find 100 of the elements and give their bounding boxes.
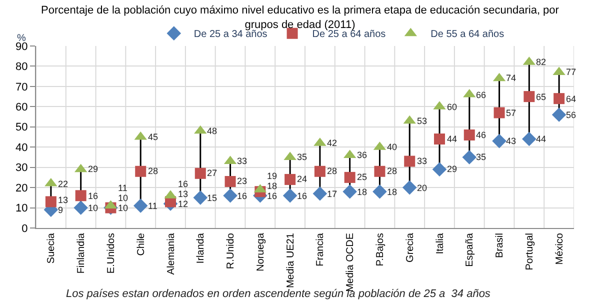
data-label: 9 — [58, 205, 64, 215]
point — [282, 188, 298, 203]
point — [342, 184, 357, 199]
data-label: 11 — [148, 201, 158, 211]
x-tick-label: España — [464, 232, 476, 267]
y-tick-label: 90 — [16, 40, 28, 53]
point — [554, 93, 565, 104]
point — [74, 200, 88, 215]
data-label: 64 — [566, 94, 576, 104]
data-label: 29 — [88, 164, 98, 174]
x-tick-label: Alemania — [166, 232, 177, 275]
x-tick-label: E.Unidos — [106, 233, 117, 274]
y-tick-label: 20 — [16, 182, 28, 194]
x-tick-label: Italia — [434, 232, 446, 254]
point — [193, 190, 208, 205]
point — [522, 132, 536, 146]
point — [194, 168, 206, 179]
y-tick-label: 30 — [16, 162, 28, 174]
data-label: 15 — [207, 193, 218, 203]
chart-title: Porcentaje de la población cuyo máximo nivel educativo es la primera etapa de educación secundaria, por grupos de edad (2011) — [41, 4, 560, 31]
data-label: 18 — [387, 187, 398, 197]
data-label: 16 — [267, 191, 278, 201]
data-label: 44 — [536, 134, 546, 144]
point — [402, 180, 417, 195]
data-label: 33 — [417, 156, 428, 166]
data-label: 16 — [297, 191, 308, 201]
data-label: 60 — [447, 102, 458, 112]
point — [223, 188, 238, 203]
data-label: 28 — [327, 166, 338, 176]
x-tick-label: Francia — [315, 232, 326, 266]
data-label: 57 — [506, 108, 516, 118]
y-tick-label: 0 — [22, 222, 28, 235]
y-tick-label: 40 — [16, 142, 28, 154]
y-tick-label: 80 — [16, 61, 28, 74]
data-label: 66 — [476, 90, 486, 100]
legend-label: De 25 a 64 años — [312, 29, 386, 40]
data-label: 36 — [357, 150, 368, 160]
point — [372, 184, 387, 199]
data-label: 13 — [178, 189, 188, 199]
x-tick-label: Finlandia — [76, 232, 88, 274]
x-tick-label: Media OCDE — [345, 232, 356, 292]
x-tick-label: R.Unido — [226, 232, 237, 270]
point — [462, 150, 477, 164]
data-label: 35 — [297, 152, 308, 162]
data-label: 10 — [118, 203, 128, 213]
point — [524, 91, 535, 102]
point — [75, 190, 86, 202]
x-tick-label: Irlanda — [196, 232, 207, 264]
legend-label: De 25 a 34 años — [194, 29, 268, 40]
data-label: 44 — [447, 134, 458, 144]
point — [284, 174, 296, 185]
data-label: 18 — [357, 187, 368, 197]
data-label: 28 — [387, 166, 398, 176]
data-label: 19 — [267, 171, 278, 181]
x-tick-label: Grecia — [404, 232, 416, 262]
point — [45, 196, 56, 208]
y-tick-label: 50 — [16, 122, 28, 134]
data-label: 13 — [58, 195, 68, 205]
data-label: 46 — [476, 130, 486, 140]
point — [135, 166, 146, 177]
data-label: 65 — [536, 92, 546, 102]
point — [312, 186, 328, 201]
data-label: 20 — [417, 183, 428, 193]
point — [494, 107, 505, 118]
x-tick-label: Suecia — [46, 232, 58, 264]
y-tick-label: 10 — [16, 202, 28, 215]
data-label: 43 — [506, 136, 516, 146]
data-label: 82 — [536, 57, 546, 67]
x-tick-label: Noruega — [255, 232, 266, 272]
x-tick-label: P.Bajos — [374, 233, 386, 266]
data-label: 16 — [88, 191, 98, 201]
data-label: 11 — [118, 183, 128, 193]
data-label: 33 — [237, 156, 248, 166]
x-tick-label: Media UE21 — [285, 232, 296, 288]
point — [224, 176, 236, 187]
x-tick-label: Portugal — [524, 233, 536, 270]
data-label: 23 — [237, 176, 248, 186]
data-label: 42 — [327, 138, 338, 148]
x-tick-label: Chile — [136, 232, 147, 256]
data-label: 56 — [566, 110, 576, 120]
data-label: 24 — [297, 174, 308, 184]
point — [133, 198, 148, 213]
data-label: 35 — [476, 152, 486, 162]
data-label: 53 — [417, 116, 428, 126]
data-label: 25 — [357, 172, 368, 182]
data-label: 27 — [207, 168, 218, 178]
data-label: 48 — [207, 126, 218, 136]
data-label: 77 — [566, 67, 576, 77]
point — [492, 134, 506, 148]
point — [464, 129, 475, 140]
x-tick-label: Brasil — [494, 233, 506, 258]
point — [432, 162, 447, 177]
point — [434, 134, 445, 145]
point — [314, 166, 326, 177]
legend-label: De 55 a 64 años — [430, 29, 504, 40]
point — [404, 156, 416, 167]
data-label: 10 — [88, 203, 98, 213]
data-label: 18 — [267, 181, 278, 191]
data-label: 40 — [387, 142, 398, 152]
x-tick-label: México — [554, 232, 566, 265]
